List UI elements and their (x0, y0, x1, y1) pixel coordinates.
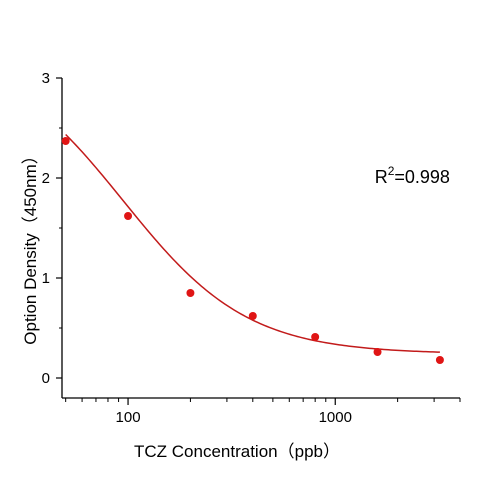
y-tick-label: 1 (42, 270, 50, 287)
data-point (61, 137, 70, 145)
data-point (373, 348, 382, 356)
x-tick-label: 100 (116, 409, 141, 426)
data-point (186, 289, 195, 297)
y-tick-label: 2 (42, 170, 50, 187)
axes: 0 1 2 3 100 1000 (42, 70, 461, 426)
y-axis-label: Option Density（450nm） (21, 147, 40, 344)
x-tick-label: 1000 (319, 409, 352, 426)
x-axis-label: TCZ Concentration（ppb） (134, 442, 340, 461)
r-squared-annotation: R2=0.998 (375, 164, 450, 187)
r-squared-value: =0.998 (394, 167, 450, 187)
y-tick-label: 3 (42, 70, 50, 87)
data-point (435, 356, 444, 364)
y-tick-label: 0 (42, 370, 50, 387)
data-point (248, 312, 257, 320)
r-squared-superscript: 2 (388, 164, 395, 178)
data-point (124, 212, 133, 220)
data-point (311, 333, 320, 341)
data-points-layer (61, 137, 444, 364)
r-squared-prefix: R (375, 167, 388, 187)
